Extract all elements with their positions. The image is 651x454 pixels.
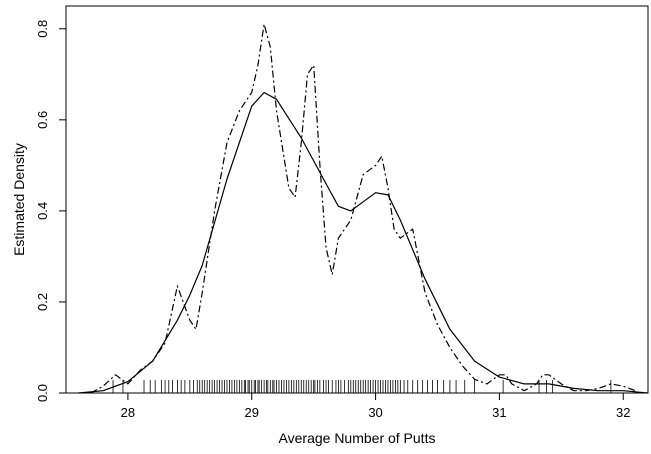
series-layer: [78, 23, 649, 394]
y-tick-label: 0.4: [35, 202, 50, 220]
rug-plot: [112, 380, 612, 393]
x-tick-label: 29: [245, 405, 259, 420]
y-axis: 0.0 0.2 0.4 0.6 0.8: [35, 20, 66, 402]
density-line-dashdot: [90, 23, 636, 394]
y-tick-label: 0.2: [35, 293, 50, 311]
y-tick-label: 0.6: [35, 111, 50, 129]
x-tick-label: 31: [492, 405, 506, 420]
x-tick-label: 30: [368, 405, 382, 420]
x-axis: 28 29 30 31 32: [121, 393, 630, 420]
y-tick-label: 0.0: [35, 384, 50, 402]
x-tick-label: 32: [616, 405, 630, 420]
plot-frame: [65, 5, 649, 394]
y-axis-title: Estimated Density: [11, 143, 27, 256]
plot-box: [65, 5, 649, 394]
density-line-solid: [78, 91, 649, 394]
x-tick-label: 28: [121, 405, 135, 420]
x-axis-title: Average Number of Putts: [279, 430, 436, 446]
y-tick-label: 0.8: [35, 20, 50, 38]
